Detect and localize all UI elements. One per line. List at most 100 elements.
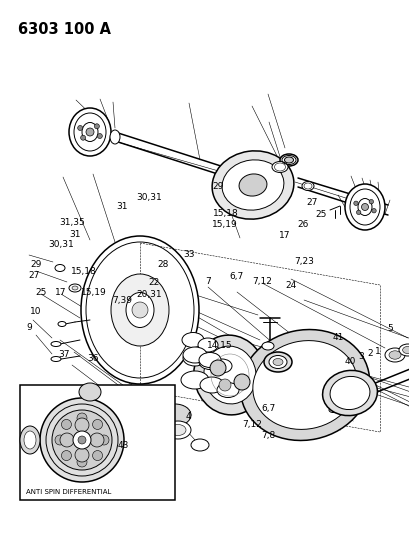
Text: 9: 9 [27, 324, 32, 332]
Ellipse shape [268, 356, 286, 368]
Ellipse shape [240, 329, 369, 440]
Text: 27: 27 [306, 198, 317, 207]
Ellipse shape [170, 424, 186, 435]
Circle shape [40, 398, 124, 482]
Ellipse shape [24, 431, 36, 449]
Ellipse shape [110, 130, 120, 144]
Circle shape [78, 436, 86, 444]
Ellipse shape [51, 357, 61, 361]
Ellipse shape [216, 383, 238, 398]
Ellipse shape [211, 359, 231, 373]
Circle shape [94, 124, 99, 129]
Ellipse shape [203, 346, 256, 404]
Text: 7: 7 [205, 277, 211, 286]
Ellipse shape [69, 284, 81, 292]
Ellipse shape [271, 161, 287, 173]
Text: 15,18: 15,18 [71, 268, 97, 276]
Text: 31: 31 [69, 230, 80, 239]
Ellipse shape [200, 377, 223, 393]
Text: 17: 17 [279, 231, 290, 240]
Circle shape [132, 302, 148, 318]
Text: 41: 41 [332, 334, 343, 342]
Ellipse shape [198, 352, 220, 367]
Text: 6303 100 A: 6303 100 A [18, 22, 111, 37]
Ellipse shape [284, 157, 293, 163]
Text: 7,12: 7,12 [242, 420, 261, 429]
Text: 5: 5 [387, 324, 392, 333]
Circle shape [353, 201, 357, 206]
Circle shape [209, 360, 225, 376]
Ellipse shape [126, 293, 154, 327]
Circle shape [81, 135, 85, 140]
Ellipse shape [328, 408, 336, 413]
Ellipse shape [384, 348, 404, 362]
Circle shape [368, 199, 373, 204]
Text: 37: 37 [58, 350, 69, 359]
Circle shape [99, 435, 109, 445]
Text: 31,35: 31,35 [59, 219, 84, 227]
Text: 25: 25 [35, 288, 47, 296]
Ellipse shape [180, 371, 209, 389]
Circle shape [73, 431, 91, 449]
Circle shape [92, 419, 102, 430]
Text: 4: 4 [185, 413, 191, 421]
Text: 29: 29 [30, 260, 42, 269]
Text: 14,15: 14,15 [206, 341, 231, 350]
Ellipse shape [388, 351, 400, 359]
Text: 28: 28 [157, 260, 169, 269]
Ellipse shape [81, 236, 198, 384]
Ellipse shape [182, 333, 204, 348]
Circle shape [52, 410, 112, 470]
Text: 6,7: 6,7 [261, 404, 275, 413]
Ellipse shape [198, 338, 218, 352]
Ellipse shape [329, 376, 369, 409]
Text: 6,7: 6,7 [229, 272, 243, 280]
Circle shape [97, 133, 102, 139]
Ellipse shape [238, 174, 266, 196]
Circle shape [218, 379, 230, 391]
Ellipse shape [58, 321, 66, 327]
Text: 25: 25 [314, 210, 326, 219]
Circle shape [61, 450, 71, 461]
Circle shape [355, 210, 360, 214]
Text: 26: 26 [296, 221, 308, 229]
Ellipse shape [182, 347, 207, 363]
Text: ANTI SPIN DIFFERENTIAL: ANTI SPIN DIFFERENTIAL [26, 489, 111, 495]
Ellipse shape [402, 346, 409, 353]
Circle shape [77, 457, 87, 467]
Text: 27: 27 [28, 271, 39, 279]
Circle shape [234, 374, 249, 390]
Ellipse shape [263, 352, 291, 372]
Ellipse shape [69, 108, 111, 156]
Ellipse shape [51, 342, 61, 346]
Text: 31: 31 [116, 203, 128, 211]
Ellipse shape [55, 264, 65, 271]
Ellipse shape [398, 344, 409, 356]
Ellipse shape [222, 160, 283, 210]
Circle shape [75, 448, 89, 462]
Ellipse shape [72, 286, 78, 290]
Text: 1: 1 [374, 348, 380, 356]
Ellipse shape [79, 383, 101, 401]
Ellipse shape [82, 123, 98, 141]
Ellipse shape [357, 198, 371, 215]
Ellipse shape [191, 439, 209, 451]
Ellipse shape [198, 354, 220, 369]
Text: 7,8: 7,8 [261, 432, 275, 440]
Ellipse shape [20, 426, 40, 454]
Text: 15,19: 15,19 [81, 288, 106, 296]
Circle shape [361, 204, 368, 211]
Text: 43: 43 [118, 440, 129, 449]
Circle shape [92, 450, 102, 461]
Text: 15,18: 15,18 [213, 209, 238, 217]
Text: 36: 36 [88, 354, 99, 362]
Circle shape [371, 208, 375, 213]
Ellipse shape [301, 182, 313, 190]
Text: 30,31: 30,31 [137, 193, 162, 201]
Text: 10: 10 [30, 307, 42, 316]
Ellipse shape [182, 350, 207, 366]
Text: 3: 3 [110, 445, 115, 453]
Circle shape [75, 418, 89, 432]
Circle shape [60, 433, 74, 447]
Ellipse shape [193, 335, 265, 415]
